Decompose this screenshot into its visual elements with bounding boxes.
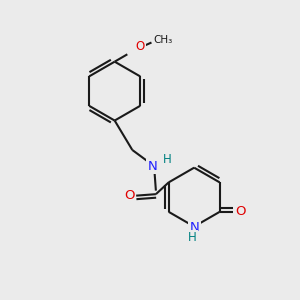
Text: CH₃: CH₃: [154, 34, 173, 45]
Text: H: H: [163, 153, 172, 166]
Text: N: N: [148, 160, 158, 173]
Text: N: N: [189, 220, 199, 234]
Text: O: O: [135, 40, 144, 53]
Text: O: O: [235, 205, 245, 218]
Text: O: O: [124, 189, 135, 202]
Text: H: H: [188, 231, 197, 244]
